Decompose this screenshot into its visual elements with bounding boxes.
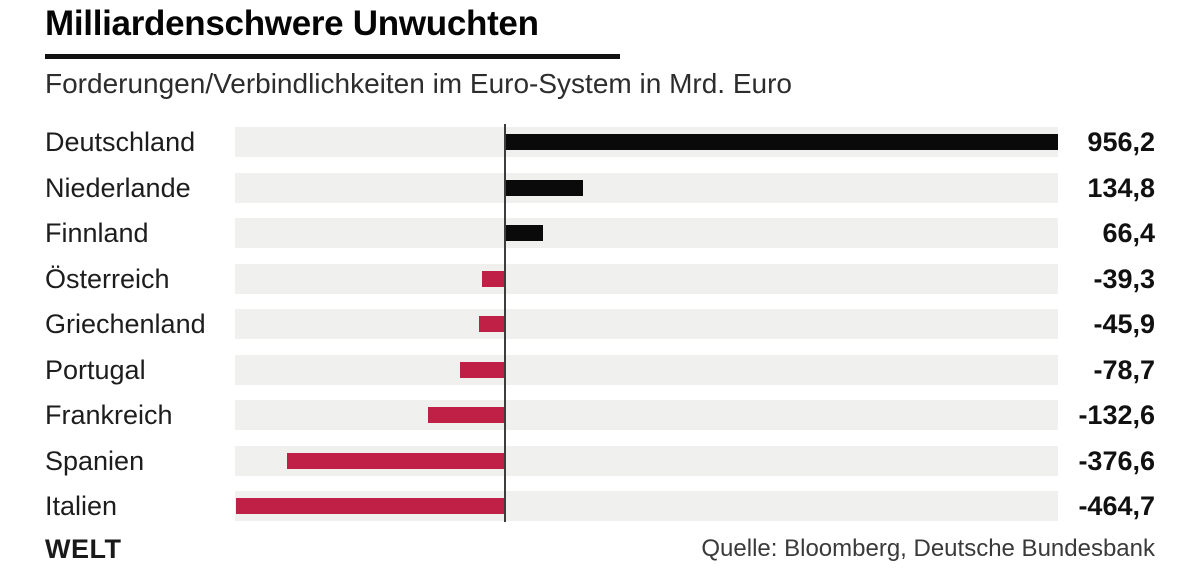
title-underline xyxy=(45,54,620,59)
chart-subtitle: Forderungen/Verbindlichkeiten im Euro-Sy… xyxy=(45,68,793,99)
table-row: Deutschland 956,2 xyxy=(0,127,1200,157)
positive-bar xyxy=(505,225,544,241)
value-label: -39,3 xyxy=(1093,263,1155,294)
row-track xyxy=(235,309,1058,339)
country-label: Österreich xyxy=(45,263,170,294)
table-row: Finnland 66,4 xyxy=(0,218,1200,248)
negative-bar xyxy=(287,452,506,469)
positive-bar xyxy=(505,134,1058,150)
positive-bar xyxy=(505,179,583,196)
country-label: Finnland xyxy=(45,218,149,248)
value-label: -78,7 xyxy=(1093,354,1155,385)
country-label: Niederlande xyxy=(45,172,191,203)
row-track xyxy=(235,172,1058,203)
row-track xyxy=(235,445,1058,476)
value-label: -45,9 xyxy=(1093,309,1155,339)
value-label: -376,6 xyxy=(1078,445,1155,476)
negative-bar xyxy=(459,361,506,378)
country-label: Portugal xyxy=(45,354,146,385)
country-label: Deutschland xyxy=(45,127,196,157)
welt-logo: WELT xyxy=(45,533,122,564)
table-row: Italien -464,7 xyxy=(0,491,1200,521)
row-track xyxy=(235,354,1058,385)
table-row: Spanien -376,6 xyxy=(0,445,1200,476)
row-track xyxy=(235,218,1058,248)
country-label: Frankreich xyxy=(45,400,173,430)
row-track xyxy=(235,491,1058,521)
source-credit: Quelle: Bloomberg, Deutsche Bundesbank xyxy=(701,535,1155,562)
table-row: Niederlande 134,8 xyxy=(0,172,1200,203)
bar-chart: Deutschland 956,2 Niederlande 134,8 Finnland… xyxy=(0,127,1200,521)
table-row: Österreich -39,3 xyxy=(0,263,1200,294)
negative-bar xyxy=(482,270,506,287)
row-track xyxy=(235,263,1058,294)
page-title: Milliardenschwere Unwuchten xyxy=(45,4,539,43)
negative-bar xyxy=(478,316,506,332)
row-track xyxy=(235,400,1058,430)
value-label: 134,8 xyxy=(1087,172,1155,203)
country-label: Italien xyxy=(45,491,118,521)
value-label: -132,6 xyxy=(1078,400,1155,430)
footer: WELT Quelle: Bloomberg, Deutsche Bundesb… xyxy=(0,532,1200,566)
value-label: 66,4 xyxy=(1102,218,1155,248)
table-row: Portugal -78,7 xyxy=(0,354,1200,385)
country-label: Spanien xyxy=(45,445,145,476)
table-row: Frankreich -132,6 xyxy=(0,400,1200,430)
negative-bar xyxy=(236,498,506,514)
negative-bar xyxy=(428,407,506,423)
value-label: -464,7 xyxy=(1078,491,1155,521)
country-label: Griechenland xyxy=(45,309,206,339)
zero-axis-line xyxy=(504,124,507,522)
value-label: 956,2 xyxy=(1087,127,1155,157)
row-track xyxy=(235,127,1058,157)
table-row: Griechenland -45,9 xyxy=(0,309,1200,339)
